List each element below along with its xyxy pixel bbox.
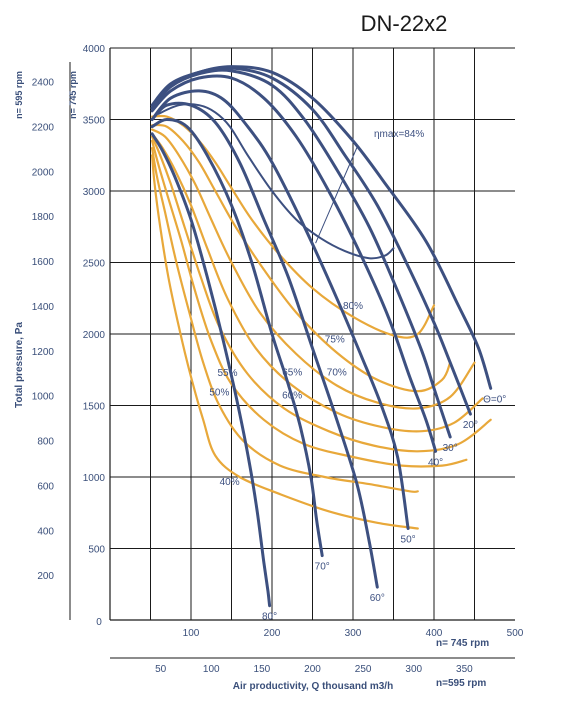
blade-angle-curve-40	[150, 74, 438, 453]
x-axis-secondary-label: n=595 rpm	[436, 678, 486, 689]
y-secondary-tick-label: 200	[37, 571, 54, 582]
x-secondary-tick-label: 100	[203, 664, 220, 675]
y-secondary-tick-label: 2400	[32, 78, 55, 89]
y-secondary-tick-label: 400	[37, 526, 54, 537]
x-axis-title: Air productivity, Q thousand m3/h	[233, 681, 393, 692]
y-secondary-tick-label: 1400	[32, 302, 55, 313]
x-secondary-tick-label: 350	[456, 664, 473, 675]
origin-zero-label: 0	[96, 617, 102, 628]
efficiency-label: 40%	[220, 477, 240, 488]
x-tick-label: 300	[345, 628, 362, 639]
x-tick-label: 200	[264, 628, 281, 639]
y-secondary-tick-label: 2000	[32, 167, 55, 178]
efficiency-label: 65%	[282, 367, 302, 378]
y-secondary-tick-label: 1600	[32, 257, 55, 268]
blade-angle-curve-70	[150, 117, 324, 558]
efficiency-curve-70	[151, 128, 476, 410]
chart-curves	[150, 65, 493, 608]
blade-angle-label: 20°	[463, 420, 478, 431]
chart-axes: 5001000150020002500300035004000200400600…	[32, 44, 524, 675]
y-secondary-tick-label: 800	[37, 437, 54, 448]
efficiency-label: 75%	[325, 335, 345, 346]
x-tick-label: 500	[507, 628, 524, 639]
y-secondary-tick-label: 600	[37, 481, 54, 492]
efficiency-curve-max84	[157, 103, 395, 260]
x-secondary-tick-label: 200	[304, 664, 321, 675]
blade-angle-label: 30°	[443, 443, 458, 454]
y-secondary-tick-label: 1000	[32, 392, 55, 403]
y-tick-label: 2000	[83, 330, 106, 341]
x-tick-label: 100	[183, 628, 200, 639]
efficiency-label: 70%	[327, 367, 347, 378]
x-tick-label: 400	[426, 628, 443, 639]
y-axis-primary-label: n= 745 rpm	[68, 71, 78, 119]
efficiency-curve-75	[151, 123, 452, 393]
x-axis-primary-label: n= 745 rpm	[436, 638, 489, 649]
blade-angle-label: 40°	[428, 457, 443, 468]
blade-angle-label: Θ=0°	[483, 394, 506, 405]
y-tick-label: 1000	[83, 473, 106, 484]
x-secondary-tick-label: 300	[405, 664, 422, 675]
efficiency-label: 55%	[217, 368, 237, 379]
efficiency-curve-60	[151, 135, 492, 453]
efficiency-label: 80%	[343, 301, 363, 312]
y-secondary-tick-label: 1800	[32, 212, 55, 223]
chart-labels: ηmax=84% 80% 75% 70% 65% 60% 55% 50% 40% Θ=0° 20° 3…	[209, 129, 506, 623]
x-secondary-tick-label: 250	[355, 664, 372, 675]
efficiency-curve-50	[151, 147, 419, 493]
y-tick-label: 3000	[83, 187, 106, 198]
blade-angle-curve-50	[150, 89, 410, 530]
y-axis-secondary-label: n= 595 rpm	[14, 71, 24, 119]
blade-angle-curve-60	[150, 101, 379, 589]
efficiency-label: 60%	[282, 390, 302, 401]
y-secondary-tick-label: 1200	[32, 347, 55, 358]
blade-angle-curve-30	[150, 68, 452, 439]
efficiency-curve-55	[151, 139, 468, 468]
chart-grid	[110, 47, 515, 620]
efficiency-max-label: ηmax=84%	[374, 129, 424, 140]
y-tick-label: 2500	[83, 259, 106, 270]
y-axis-title: Total pressure, Pa	[14, 322, 25, 408]
x-secondary-tick-label: 50	[155, 664, 167, 675]
y-secondary-tick-label: 2200	[32, 123, 55, 134]
y-tick-label: 1500	[83, 402, 106, 413]
y-tick-label: 3500	[83, 116, 106, 127]
y-tick-label: 500	[88, 545, 105, 556]
efficiency-curve-65	[151, 132, 484, 433]
blade-angle-curve-80	[150, 132, 272, 608]
y-tick-label: 4000	[83, 44, 106, 55]
efficiency-max-leader	[315, 144, 359, 244]
blade-angle-label: 60°	[370, 593, 385, 604]
efficiency-label: 50%	[209, 388, 229, 399]
x-secondary-tick-label: 150	[254, 664, 271, 675]
blade-angle-label: 80°	[262, 612, 277, 623]
efficiency-curve-40	[151, 154, 419, 530]
chart-title: DN-22x2	[361, 11, 448, 36]
blade-angle-label: 70°	[315, 562, 330, 573]
blade-angle-label: 50°	[401, 534, 416, 545]
